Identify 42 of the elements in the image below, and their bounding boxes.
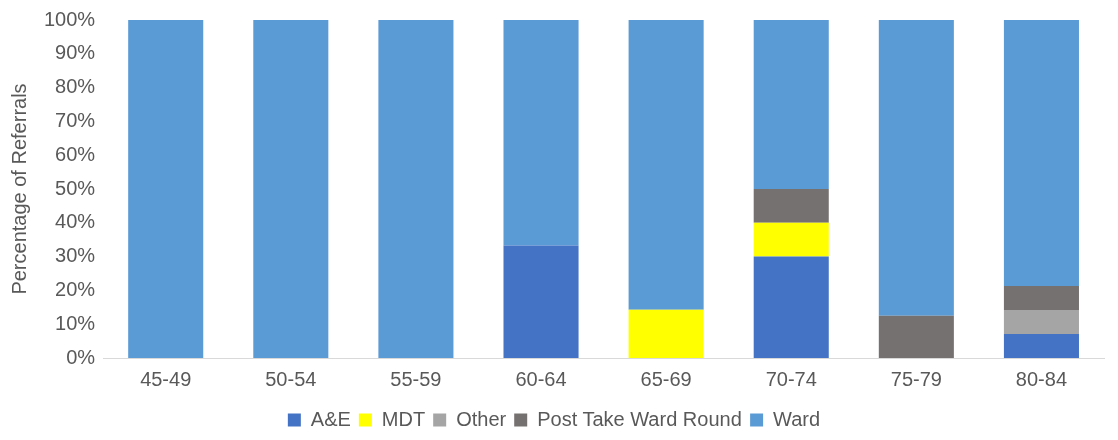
legend-label: MDT (381, 407, 426, 430)
y-tick-label: 80% (55, 75, 96, 98)
y-tick-label: 60% (55, 142, 96, 165)
x-tick-label: 45-49 (140, 367, 192, 390)
x-tick-label: 65-69 (640, 367, 692, 390)
x-tick-label: 50-54 (265, 367, 317, 390)
bar (878, 315, 954, 358)
legend-label: A&E (310, 407, 351, 430)
y-tick-label: 10% (55, 311, 96, 334)
bar (753, 222, 829, 257)
bar (753, 189, 829, 223)
bar (503, 245, 579, 358)
x-tick-label: 60-64 (515, 367, 567, 390)
y-tick-label: 50% (55, 176, 96, 199)
bar (628, 20, 704, 310)
bar (753, 20, 829, 189)
bar (1003, 310, 1079, 334)
bar (503, 20, 579, 246)
y-tick-label: 30% (55, 244, 96, 267)
bar (378, 20, 454, 358)
bar (253, 20, 329, 358)
x-tick-label: 80-84 (1015, 367, 1068, 390)
bar (753, 256, 829, 358)
bar (628, 309, 704, 358)
bar (878, 20, 954, 316)
y-tick-label: 100% (44, 7, 96, 30)
y-tick-label: 0% (66, 345, 96, 368)
bar (128, 20, 204, 358)
y-axis-title: Percentage of Referrals (7, 83, 30, 295)
y-tick-label: 70% (55, 108, 96, 131)
y-tick-label: 40% (55, 210, 96, 233)
bar (1003, 286, 1079, 310)
bar (1003, 20, 1079, 287)
x-tick-label: 75-79 (890, 367, 942, 390)
legend-label: Other (456, 407, 507, 430)
y-tick-label: 90% (55, 41, 96, 64)
x-tick-label: 70-74 (765, 367, 817, 390)
x-tick-label: 55-59 (390, 367, 442, 390)
legend-label: Ward (773, 407, 821, 430)
legend-label: Post Take Ward Round (537, 407, 742, 430)
y-tick-label: 20% (55, 277, 96, 300)
bar (1003, 334, 1079, 358)
